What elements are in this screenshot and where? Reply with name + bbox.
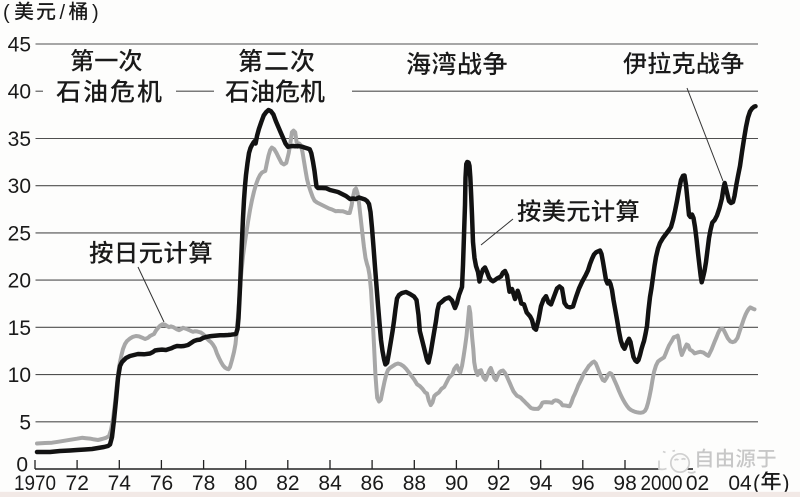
svg-text:74: 74 (108, 472, 132, 495)
svg-text:04: 04 (728, 472, 752, 495)
svg-text:(: ( (3, 2, 10, 24)
svg-text:45: 45 (8, 34, 31, 57)
svg-text:/: / (60, 2, 66, 24)
svg-text:15: 15 (8, 317, 31, 340)
svg-text:86: 86 (361, 472, 384, 495)
svg-text:5: 5 (19, 411, 31, 434)
svg-text:): ) (92, 2, 99, 24)
svg-text:40: 40 (8, 81, 31, 104)
svg-text:88: 88 (403, 472, 426, 495)
svg-text:30: 30 (8, 175, 31, 198)
svg-text:84: 84 (318, 472, 342, 495)
svg-text:76: 76 (150, 472, 173, 495)
svg-text:96: 96 (571, 472, 594, 495)
svg-text:90: 90 (445, 472, 468, 495)
svg-text:82: 82 (276, 472, 299, 495)
svg-text:02: 02 (686, 472, 709, 495)
svg-text:35: 35 (8, 128, 31, 151)
svg-text:78: 78 (192, 472, 215, 495)
svg-text:2000: 2000 (641, 472, 683, 495)
svg-text:0: 0 (16, 454, 28, 477)
svg-text:92: 92 (487, 472, 510, 495)
svg-text:20: 20 (8, 270, 31, 293)
svg-text:): ) (783, 472, 790, 495)
svg-text:94: 94 (529, 472, 553, 495)
svg-text:72: 72 (66, 472, 89, 495)
svg-text:10: 10 (8, 364, 31, 387)
svg-text:80: 80 (234, 472, 257, 495)
svg-text:1970: 1970 (14, 472, 56, 495)
svg-text:98: 98 (613, 472, 636, 495)
svg-text:25: 25 (8, 222, 31, 245)
svg-text:(: ( (753, 472, 760, 495)
